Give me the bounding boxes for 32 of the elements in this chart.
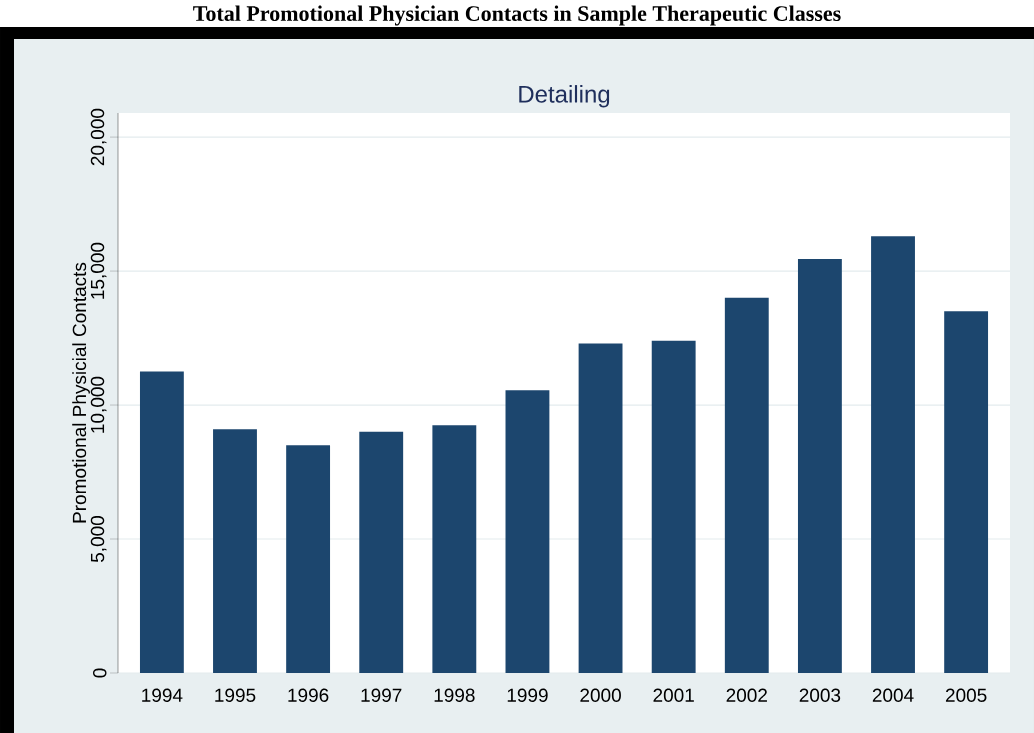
bar (724, 297, 769, 673)
y-axis-title: Promotional Physicial Contacts (72, 262, 90, 523)
chart-title: Total Promotional Physician Contacts in Sample Therapeutic Classes (193, 5, 841, 26)
y-tick-label: 20,000 (90, 108, 107, 166)
x-tick-label: 1995 (215, 688, 256, 702)
bar (213, 429, 257, 673)
bar (359, 431, 404, 673)
x-tick-label: 1997 (361, 688, 402, 702)
x-tick-label: 2000 (580, 688, 621, 702)
chart-subtitle: Detailing (519, 85, 610, 108)
bar (139, 371, 184, 673)
bar (944, 311, 989, 673)
y-tick-label: 5,000 (90, 516, 107, 563)
bar (505, 390, 550, 673)
y-tick-label: 10,000 (90, 376, 107, 433)
x-tick-label: 2004 (872, 688, 914, 702)
x-tick-label: 1999 (507, 688, 548, 702)
bar (432, 425, 477, 673)
x-tick-label: 2002 (726, 688, 767, 702)
bar (651, 340, 696, 673)
x-tick-label: 2001 (653, 688, 694, 702)
bar (797, 259, 842, 673)
y-tick-label: 15,000 (90, 242, 107, 299)
x-tick-label: 1996 (288, 688, 329, 702)
x-tick-label: 1994 (142, 688, 183, 702)
x-tick-label: 2005 (945, 688, 987, 702)
bar (286, 445, 331, 673)
y-tick-label: 0 (93, 668, 107, 678)
x-tick-label: 1998 (434, 688, 475, 702)
bar (578, 343, 623, 673)
x-tick-label: 2003 (799, 688, 841, 702)
bar (871, 236, 915, 673)
